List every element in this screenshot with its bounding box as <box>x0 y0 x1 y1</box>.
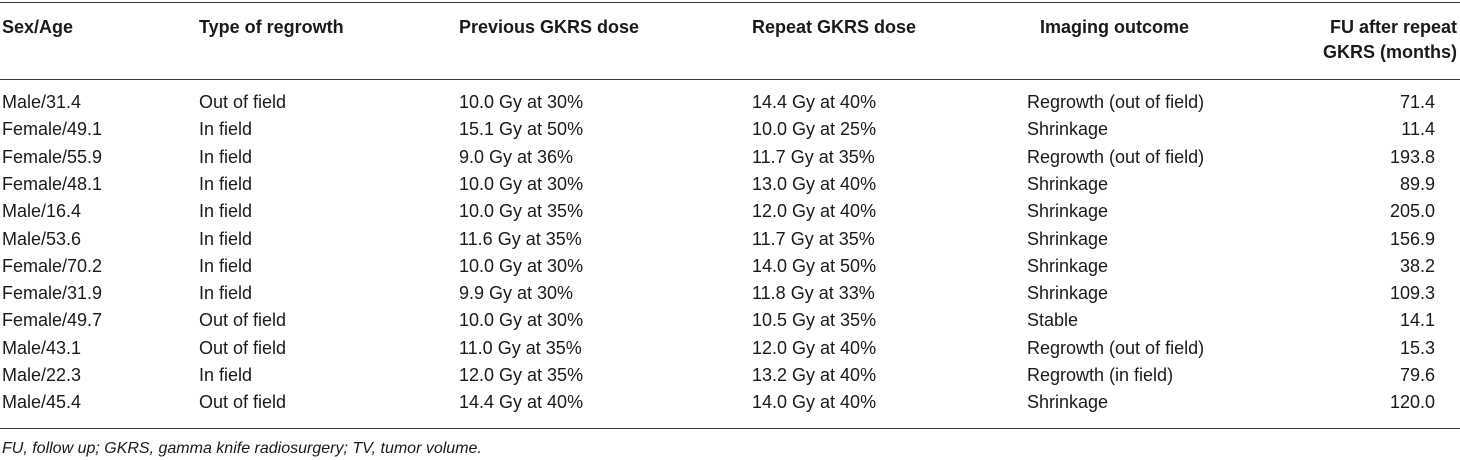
sex-age-cell: Male/45.4 <box>2 389 81 416</box>
regrowth-type-cell: In field <box>199 171 252 198</box>
fu-months-cell: 71.4 <box>1400 89 1435 116</box>
regrowth-type-cell: In field <box>199 280 252 307</box>
table-row: Female/48.1 In field 10.0 Gy at 30% 13.0 Gy… <box>0 171 1460 198</box>
previous-dose-cell: 9.9 Gy at 30% <box>459 280 573 307</box>
previous-dose-cell: 10.0 Gy at 30% <box>459 89 583 116</box>
table-row: Male/53.6 In field 11.6 Gy at 35% 11.7 Gy a… <box>0 226 1460 253</box>
imaging-outcome-cell: Shrinkage <box>1027 171 1108 198</box>
table-row: Male/43.1 Out of field 11.0 Gy at 35% 12.0 … <box>0 335 1460 362</box>
header-fu-line2: GKRS (months) <box>1323 40 1457 65</box>
regrowth-type-cell: Out of field <box>199 335 286 362</box>
previous-dose-cell: 14.4 Gy at 40% <box>459 389 583 416</box>
table-row: Female/31.9 In field 9.9 Gy at 30% 11.8 Gy … <box>0 280 1460 307</box>
imaging-outcome-cell: Shrinkage <box>1027 198 1108 225</box>
regrowth-type-cell: In field <box>199 362 252 389</box>
repeat-dose-cell: 10.0 Gy at 25% <box>752 116 876 143</box>
header-fu-line1: FU after repeat <box>1330 15 1457 40</box>
previous-dose-cell: 10.0 Gy at 30% <box>459 253 583 280</box>
table-row: Female/70.2 In field 10.0 Gy at 30% 14.0 Gy… <box>0 253 1460 280</box>
imaging-outcome-cell: Stable <box>1027 307 1078 334</box>
imaging-outcome-cell: Shrinkage <box>1027 226 1108 253</box>
header-type-of-regrowth: Type of regrowth <box>199 15 344 40</box>
repeat-dose-cell: 14.4 Gy at 40% <box>752 89 876 116</box>
fu-months-cell: 109.3 <box>1390 280 1435 307</box>
regrowth-type-cell: In field <box>199 144 252 171</box>
top-rule <box>0 2 1460 3</box>
fu-months-cell: 89.9 <box>1400 171 1435 198</box>
previous-dose-cell: 9.0 Gy at 36% <box>459 144 573 171</box>
header-previous-dose: Previous GKRS dose <box>459 15 639 40</box>
fu-months-cell: 205.0 <box>1390 198 1435 225</box>
sex-age-cell: Female/55.9 <box>2 144 102 171</box>
imaging-outcome-cell: Shrinkage <box>1027 253 1108 280</box>
fu-months-cell: 11.4 <box>1401 116 1435 143</box>
table-row: Male/31.4 Out of field 10.0 Gy at 30% 14.4 … <box>0 89 1460 116</box>
repeat-dose-cell: 11.8 Gy at 33% <box>752 280 875 307</box>
sex-age-cell: Female/49.1 <box>2 116 102 143</box>
table-footnote: FU, follow up; GKRS, gamma knife radiosu… <box>2 438 482 460</box>
repeat-dose-cell: 12.0 Gy at 40% <box>752 198 876 225</box>
imaging-outcome-cell: Regrowth (out of field) <box>1027 89 1204 116</box>
fu-months-cell: 120.0 <box>1390 389 1435 416</box>
fu-months-cell: 156.9 <box>1390 226 1435 253</box>
repeat-dose-cell: 10.5 Gy at 35% <box>752 307 876 334</box>
imaging-outcome-cell: Regrowth (out of field) <box>1027 144 1204 171</box>
fu-months-cell: 79.6 <box>1400 362 1435 389</box>
repeat-dose-cell: 12.0 Gy at 40% <box>752 335 876 362</box>
table-row: Female/55.9 In field 9.0 Gy at 36% 11.7 Gy … <box>0 144 1460 171</box>
sex-age-cell: Male/31.4 <box>2 89 81 116</box>
bottom-rule <box>0 428 1460 429</box>
repeat-dose-cell: 13.2 Gy at 40% <box>752 362 876 389</box>
repeat-dose-cell: 14.0 Gy at 50% <box>752 253 876 280</box>
previous-dose-cell: 11.6 Gy at 35% <box>459 226 582 253</box>
imaging-outcome-cell: Regrowth (out of field) <box>1027 335 1204 362</box>
regrowth-type-cell: Out of field <box>199 307 286 334</box>
header-imaging-outcome: Imaging outcome <box>1040 15 1189 40</box>
regrowth-type-cell: In field <box>199 253 252 280</box>
repeat-dose-cell: 11.7 Gy at 35% <box>752 226 875 253</box>
previous-dose-cell: 10.0 Gy at 35% <box>459 198 583 225</box>
repeat-dose-cell: 13.0 Gy at 40% <box>752 171 876 198</box>
header-rule <box>0 79 1460 80</box>
regrowth-type-cell: In field <box>199 198 252 225</box>
regrowth-type-cell: Out of field <box>199 389 286 416</box>
table-row: Male/16.4 In field 10.0 Gy at 35% 12.0 Gy a… <box>0 198 1460 225</box>
regrowth-type-cell: In field <box>199 226 252 253</box>
repeat-dose-cell: 14.0 Gy at 40% <box>752 389 876 416</box>
header-sex-age: Sex/Age <box>2 15 73 40</box>
repeat-dose-cell: 11.7 Gy at 35% <box>752 144 875 171</box>
imaging-outcome-cell: Shrinkage <box>1027 280 1108 307</box>
sex-age-cell: Male/16.4 <box>2 198 81 225</box>
sex-age-cell: Male/43.1 <box>2 335 81 362</box>
fu-months-cell: 193.8 <box>1390 144 1435 171</box>
fu-months-cell: 15.3 <box>1400 335 1435 362</box>
sex-age-cell: Female/31.9 <box>2 280 102 307</box>
previous-dose-cell: 10.0 Gy at 30% <box>459 307 583 334</box>
previous-dose-cell: 11.0 Gy at 35% <box>459 335 582 362</box>
regrowth-type-cell: In field <box>199 116 252 143</box>
sex-age-cell: Female/48.1 <box>2 171 102 198</box>
sex-age-cell: Female/49.7 <box>2 307 102 334</box>
sex-age-cell: Male/22.3 <box>2 362 81 389</box>
header-repeat-dose: Repeat GKRS dose <box>752 15 916 40</box>
imaging-outcome-cell: Shrinkage <box>1027 116 1108 143</box>
sex-age-cell: Male/53.6 <box>2 226 81 253</box>
previous-dose-cell: 15.1 Gy at 50% <box>459 116 583 143</box>
table-row: Female/49.7 Out of field 10.0 Gy at 30% 10.… <box>0 307 1460 334</box>
sex-age-cell: Female/70.2 <box>2 253 102 280</box>
regrowth-type-cell: Out of field <box>199 89 286 116</box>
imaging-outcome-cell: Regrowth (in field) <box>1027 362 1173 389</box>
table-row: Female/49.1 In field 15.1 Gy at 50% 10.0 Gy… <box>0 116 1460 143</box>
fu-months-cell: 38.2 <box>1400 253 1435 280</box>
previous-dose-cell: 12.0 Gy at 35% <box>459 362 583 389</box>
table-row: Male/22.3 In field 12.0 Gy at 35% 13.2 Gy a… <box>0 362 1460 389</box>
imaging-outcome-cell: Shrinkage <box>1027 389 1108 416</box>
previous-dose-cell: 10.0 Gy at 30% <box>459 171 583 198</box>
fu-months-cell: 14.1 <box>1400 307 1435 334</box>
table-row: Male/45.4 Out of field 14.4 Gy at 40% 14.0 … <box>0 389 1460 416</box>
